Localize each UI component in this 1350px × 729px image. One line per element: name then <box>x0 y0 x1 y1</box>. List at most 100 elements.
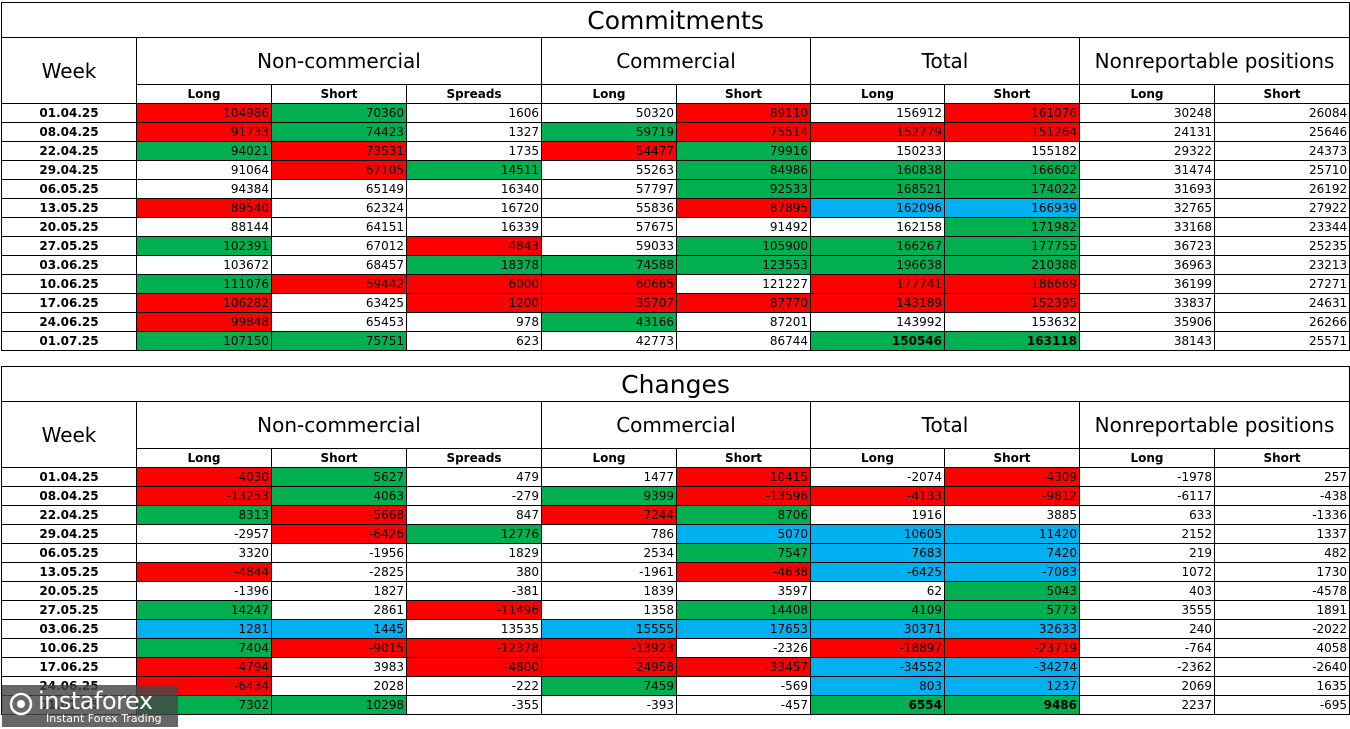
value-cell: 623 <box>406 331 542 351</box>
value-cell: 16720 <box>406 198 542 218</box>
value-cell: 87201 <box>676 312 811 332</box>
value-cell: 121227 <box>676 274 811 294</box>
value-cell: 26192 <box>1213 179 1350 199</box>
value-cell: -1978 <box>1079 467 1215 487</box>
watermark-tagline: Instant Forex Trading <box>46 712 162 725</box>
value-cell: 74588 <box>541 255 677 275</box>
table-row: 03.06.25 1281 1445 13535 15555 17653 30371 3263… <box>1 619 1350 639</box>
value-cell: -18897 <box>810 638 945 658</box>
table-row: 01.04.25 -4030 5627 479 1477 -10415 -2074 -4309… <box>1 467 1350 487</box>
value-cell: -393 <box>541 695 677 715</box>
value-cell: 186669 <box>944 274 1080 294</box>
value-cell: -4800 <box>406 657 542 677</box>
value-cell: 1829 <box>406 543 542 563</box>
table-row: 13.05.25 89540 62324 16720 55836 87895 162096 1… <box>1 198 1350 218</box>
value-cell: 16339 <box>406 217 542 237</box>
value-cell: 87895 <box>676 198 811 218</box>
column-header: Long <box>541 448 677 468</box>
total-header: Total <box>810 401 1080 449</box>
value-cell: 1827 <box>271 581 407 601</box>
value-cell: 1327 <box>406 122 542 142</box>
value-cell: 7404 <box>136 638 272 658</box>
week-cell: 20.05.25 <box>1 581 137 601</box>
value-cell: 26084 <box>1213 103 1350 123</box>
value-cell: 2028 <box>271 676 407 696</box>
value-cell: 63425 <box>271 293 407 313</box>
column-header: Short <box>944 448 1080 468</box>
non-commercial-header: Non-commercial <box>136 37 542 85</box>
value-cell: 257 <box>1213 467 1350 487</box>
commitments-table: Commitments Week Non-commercial Commerci… <box>0 2 1350 351</box>
value-cell: -1336 <box>1213 505 1350 525</box>
week-cell: 20.05.25 <box>1 217 137 237</box>
value-cell: 30371 <box>810 619 945 639</box>
value-cell: 50320 <box>541 103 677 123</box>
value-cell: 29322 <box>1079 141 1215 161</box>
value-cell: 59442 <box>271 274 407 294</box>
value-cell: 13535 <box>406 619 542 639</box>
value-cell: 87770 <box>676 293 811 313</box>
week-cell: 08.04.25 <box>1 486 137 506</box>
value-cell: -24958 <box>541 657 677 677</box>
value-cell: 5070 <box>676 524 811 544</box>
value-cell: 1200 <box>406 293 542 313</box>
value-cell: -11496 <box>406 600 542 620</box>
week-header: Week <box>1 37 137 104</box>
value-cell: 14247 <box>136 600 272 620</box>
value-cell: 55836 <box>541 198 677 218</box>
table-row: 03.06.25 103672 68457 18378 74588 123553 19663… <box>1 255 1350 275</box>
week-cell: 06.05.25 <box>1 179 137 199</box>
value-cell: 174022 <box>944 179 1080 199</box>
column-header: Short <box>676 448 811 468</box>
week-cell: 29.04.25 <box>1 160 137 180</box>
value-cell: -2022 <box>1213 619 1350 639</box>
value-cell: 25646 <box>1213 122 1350 142</box>
value-cell: 91064 <box>136 160 272 180</box>
week-cell: 22.04.25 <box>1 505 137 525</box>
table-row: 20.05.25 -1396 1827 -381 1839 3597 62 5043 403 -4… <box>1 581 1350 601</box>
value-cell: -13923 <box>541 638 677 658</box>
value-cell: 30248 <box>1079 103 1215 123</box>
instaforex-logo-icon <box>9 692 33 716</box>
value-cell: 62324 <box>271 198 407 218</box>
value-cell: -279 <box>406 486 542 506</box>
table-row: 22.04.25 8313 -5668 847 -7244 8706 1916 3885 633… <box>1 505 1350 525</box>
column-header: Long <box>136 84 272 104</box>
value-cell: 2152 <box>1079 524 1215 544</box>
value-cell: 1635 <box>1213 676 1350 696</box>
value-cell: 143992 <box>810 312 945 332</box>
value-cell: 162158 <box>810 217 945 237</box>
value-cell: 7547 <box>676 543 811 563</box>
changes-title: Changes <box>0 366 1350 402</box>
value-cell: 36963 <box>1079 255 1215 275</box>
value-cell: 62 <box>810 581 945 601</box>
value-cell: -4638 <box>676 562 811 582</box>
table-row: 22.04.25 94021 73531 1735 54477 79916 150233 15… <box>1 141 1350 161</box>
value-cell: 25235 <box>1213 236 1350 256</box>
nonreportable-header: Nonreportable positions <box>1078 37 1350 85</box>
week-cell: 01.04.25 <box>1 103 137 123</box>
value-cell: 403 <box>1079 581 1215 601</box>
value-cell: 3555 <box>1079 600 1215 620</box>
value-cell: 17653 <box>676 619 811 639</box>
column-header: Short <box>944 84 1080 104</box>
value-cell: 380 <box>406 562 542 582</box>
value-cell: 27271 <box>1213 274 1350 294</box>
value-cell: 36199 <box>1079 274 1215 294</box>
value-cell: -5668 <box>271 505 407 525</box>
value-cell: -9812 <box>944 486 1080 506</box>
value-cell: 168521 <box>810 179 945 199</box>
week-cell: 27.05.25 <box>1 236 137 256</box>
value-cell: 177755 <box>944 236 1080 256</box>
value-cell: -9015 <box>271 638 407 658</box>
value-cell: -13253 <box>136 486 272 506</box>
week-cell: 13.05.25 <box>1 562 137 582</box>
value-cell: 25571 <box>1213 331 1350 351</box>
value-cell: 89110 <box>676 103 811 123</box>
value-cell: 64151 <box>271 217 407 237</box>
value-cell: 151264 <box>944 122 1080 142</box>
value-cell: 27922 <box>1213 198 1350 218</box>
table-row: 29.04.25 91064 67105 14511 55263 84986 160838 1… <box>1 160 1350 180</box>
value-cell: 4063 <box>271 486 407 506</box>
value-cell: 79916 <box>676 141 811 161</box>
